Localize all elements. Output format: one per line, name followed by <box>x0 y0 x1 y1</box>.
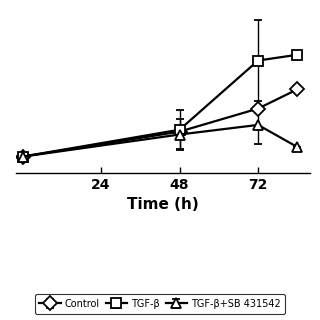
Legend: Control, TGF-β, TGF-β+SB 431542: Control, TGF-β, TGF-β+SB 431542 <box>35 294 285 314</box>
X-axis label: Time (h): Time (h) <box>127 197 199 212</box>
